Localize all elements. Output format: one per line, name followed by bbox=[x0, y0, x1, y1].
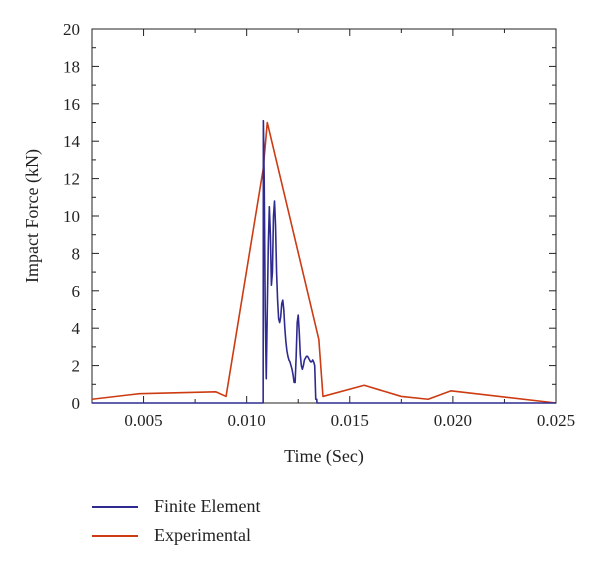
y-tick-label: 14 bbox=[63, 132, 81, 151]
x-axis-ticks: 0.005 0.010 0.015 0.020 0.025 bbox=[91, 29, 575, 430]
legend-swatch-experimental bbox=[92, 534, 138, 537]
y-tick-label: 2 bbox=[72, 357, 81, 376]
legend-label-finite-element: Finite Element bbox=[154, 496, 261, 516]
y-tick-label: 0 bbox=[72, 394, 81, 413]
y-tick-label: 4 bbox=[72, 319, 81, 338]
plot-frame bbox=[91, 28, 557, 404]
legend-item-finite-element: Finite Element bbox=[92, 492, 260, 521]
legend: Finite Element Experimental bbox=[92, 492, 260, 550]
x-axis-title: Time (Sec) bbox=[284, 446, 364, 467]
y-tick-label: 18 bbox=[63, 57, 80, 76]
x-tick-label: 0.020 bbox=[434, 411, 472, 430]
series-line-finite-element bbox=[92, 119, 556, 404]
y-axis-title: Impact Force (kN) bbox=[22, 149, 43, 283]
series-layer bbox=[91, 119, 557, 404]
y-tick-label: 20 bbox=[63, 20, 80, 39]
x-tick-label: 0.025 bbox=[537, 411, 575, 430]
legend-swatch-finite-element bbox=[92, 505, 138, 508]
impact-force-chart: 0.005 0.010 0.015 0.020 0.025 0 2 4 6 8 10 12 14 16 1… bbox=[22, 20, 575, 467]
series-line-experimental bbox=[91, 121, 557, 404]
y-axis-ticks: 0 2 4 6 8 10 12 14 16 18 20 bbox=[63, 20, 556, 413]
legend-item-experimental: Experimental bbox=[92, 521, 260, 550]
x-tick-label: 0.010 bbox=[228, 411, 266, 430]
y-tick-label: 6 bbox=[72, 282, 81, 301]
y-tick-label: 10 bbox=[63, 207, 80, 226]
y-tick-label: 8 bbox=[72, 244, 81, 263]
y-tick-label: 16 bbox=[63, 95, 80, 114]
y-tick-label: 12 bbox=[63, 170, 80, 189]
x-tick-label: 0.005 bbox=[124, 411, 162, 430]
legend-label-experimental: Experimental bbox=[154, 525, 251, 545]
x-tick-label: 0.015 bbox=[331, 411, 369, 430]
